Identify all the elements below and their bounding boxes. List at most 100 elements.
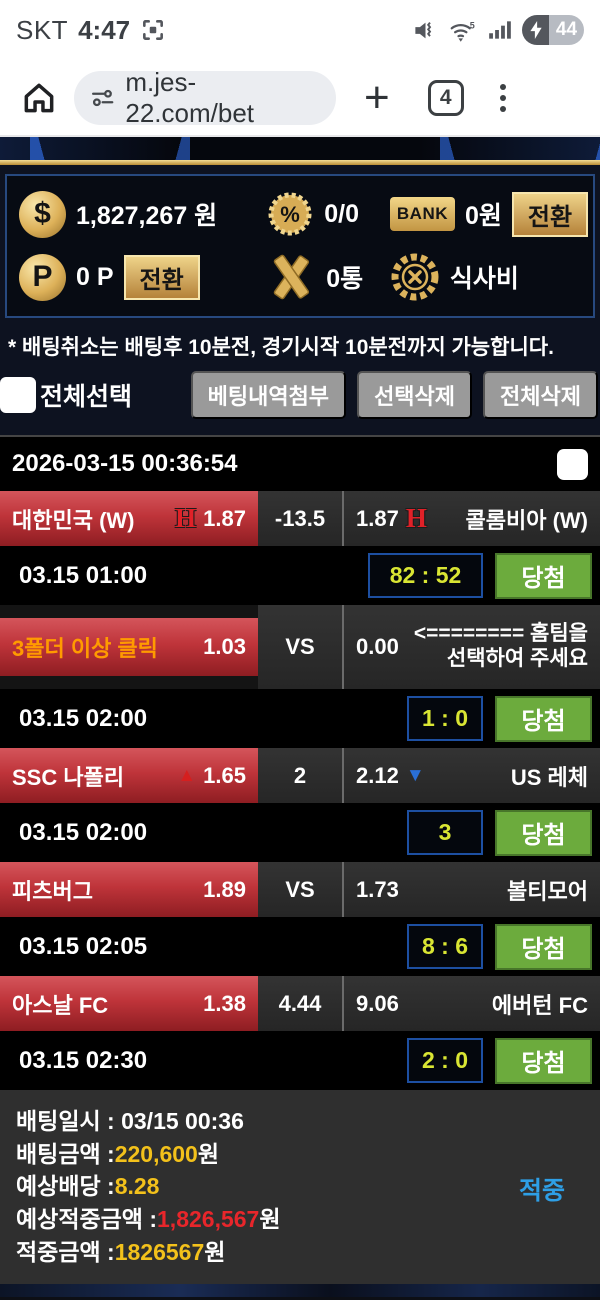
away-pick[interactable]: 2.12 ▼ US 레체	[342, 748, 600, 803]
mute-vibrate-icon	[415, 21, 432, 38]
handicap-value[interactable]: -13.5	[258, 491, 342, 546]
bet-time-line: 배팅일시 : 03/15 00:36	[16, 1108, 244, 1134]
screen-capture-icon	[143, 20, 164, 40]
slip-toolbar: 전체선택 베팅내역첨부 선택삭제 전체삭제	[0, 363, 600, 429]
draw-value[interactable]: 4.44	[258, 976, 342, 1031]
result-row: 03.15 02:00 3 당첨	[0, 803, 600, 862]
home-pick-selected[interactable]: 3폴더 이상 클릭 1.03	[0, 618, 258, 676]
result-row: 03.15 02:30 2 : 0 당첨	[0, 1031, 600, 1090]
attach-history-button[interactable]: 베팅내역첨부	[190, 371, 347, 419]
point-balance: P 0 P 전환	[19, 253, 266, 301]
wallet-panel: $ 1,827,267 원 % 0/0 BANK 0원 전환 P 0 P 전환 …	[5, 174, 595, 318]
match-time: 03.15 02:00	[19, 818, 148, 846]
battery-indicator: 44	[522, 15, 584, 45]
home-team: 피츠버그	[12, 878, 93, 904]
new-tab-button[interactable]: +	[364, 72, 390, 122]
win-badge-button[interactable]: 당첨	[495, 923, 592, 970]
slip-header: 2026-03-15 00:36:54	[0, 437, 600, 491]
result-row: 03.15 01:00 82 : 52 당첨	[0, 546, 600, 605]
match-row: 피츠버그 1.89 VS 1.73 볼티모어	[0, 862, 600, 917]
money-balance: $ 1,827,267 원	[19, 190, 266, 238]
home-team: 대한민국 (W)	[12, 507, 135, 533]
win-badge-button[interactable]: 당첨	[495, 695, 592, 742]
casino-chip-icon	[391, 253, 439, 301]
bank-amount: 0원	[465, 202, 502, 230]
draw-value[interactable]: VS	[258, 605, 342, 689]
match-row: 3폴더 이상 클릭 1.03 VS 0.00 <======== 홈팀을 선택하…	[0, 605, 600, 689]
select-all-control[interactable]: 전체선택	[0, 377, 132, 413]
dollar-coin-icon: $	[19, 190, 66, 238]
url-bar[interactable]: m.jes-22.com/bet	[74, 67, 336, 128]
expected-win-line: 예상적중금액 :1,826,567원	[16, 1205, 281, 1232]
wifi-icon: 5	[450, 20, 475, 42]
charging-bolt-icon	[522, 15, 549, 45]
match-time: 03.15 02:30	[19, 1046, 148, 1074]
home-pick-selected[interactable]: 피츠버그 1.89	[0, 862, 258, 917]
away-pick[interactable]: 1.73 볼티모어	[342, 862, 600, 917]
home-odds: 1.87	[203, 505, 246, 531]
point-convert-button[interactable]: 전환	[123, 254, 200, 300]
home-icon[interactable]	[20, 79, 58, 117]
select-all-label: 전체선택	[40, 383, 133, 411]
home-odds: 1.03	[203, 634, 246, 659]
tab-switcher-button[interactable]: 4	[427, 79, 464, 116]
away-pick[interactable]: 0.00 <======== 홈팀을 선택하여 주세요	[342, 605, 600, 689]
slip-checkbox[interactable]	[557, 448, 588, 480]
signal-icon	[489, 21, 511, 39]
win-amount-line: 적중금액 :1826567원	[16, 1238, 226, 1265]
battery-percent: 44	[549, 15, 584, 45]
bet-summary: 배팅일시 : 03/15 00:36 배팅금액 :220,600원 예상배당 :…	[0, 1090, 600, 1285]
gold-divider	[0, 160, 600, 165]
site-settings-icon	[92, 89, 114, 106]
away-odds: 0.00	[356, 634, 399, 659]
away-pick[interactable]: 1.87 H 콜롬비아 (W)	[342, 491, 600, 546]
carrier-label: SKT	[16, 14, 69, 45]
draw-value[interactable]: 2	[258, 748, 342, 803]
delete-all-button[interactable]: 전체삭제	[483, 371, 598, 419]
status-bar: SKT 4:47 5 44	[0, 0, 600, 60]
bank-convert-button[interactable]: 전환	[511, 191, 589, 237]
slip-datetime: 2026-03-15 00:36:54	[12, 450, 238, 477]
home-odds: 1.65	[203, 762, 246, 788]
away-odds: 2.12	[356, 762, 399, 788]
win-badge-button[interactable]: 당첨	[495, 552, 592, 599]
score-box: 2 : 0	[406, 1038, 483, 1083]
home-team: 아스날 FC	[12, 992, 109, 1018]
match-time: 03.15 02:00	[19, 704, 148, 732]
score-box: 82 : 52	[368, 553, 483, 598]
expected-win-value: 1,826,567	[157, 1205, 260, 1232]
home-odds: 1.38	[203, 990, 246, 1016]
select-all-checkbox[interactable]	[0, 377, 36, 413]
home-pick-selected[interactable]: 아스날 FC 1.38	[0, 976, 258, 1031]
result-row: 03.15 02:00 1 : 0 당첨	[0, 689, 600, 748]
match-row: 대한민국 (W) H 1.87 -13.5 1.87 H 콜롬비아 (W)	[0, 491, 600, 546]
draw-value[interactable]: VS	[258, 862, 342, 917]
win-badge-button[interactable]: 당첨	[495, 809, 592, 856]
home-team: 3폴더 이상 클릭	[12, 636, 158, 661]
home-odds: 1.89	[203, 876, 246, 902]
home-pick-selected[interactable]: SSC 나폴리 ▲ 1.65	[0, 748, 258, 803]
score-box: 8 : 6	[406, 924, 483, 969]
percent-seal-icon: %	[268, 192, 312, 236]
win-amount-value: 1826567	[114, 1238, 205, 1265]
svg-text:5: 5	[470, 20, 475, 30]
betting-slip: 2026-03-15 00:36:54 대한민국 (W) H 1.87 -13.…	[0, 435, 600, 1285]
win-badge-button[interactable]: 당첨	[495, 1037, 592, 1084]
odds-down-icon: ▼	[405, 764, 425, 786]
away-odds: 1.87	[356, 505, 399, 531]
bet-amount-value: 220,600	[114, 1140, 198, 1167]
rolling-value: 0/0	[324, 199, 360, 228]
away-team: 볼티모어	[507, 878, 588, 904]
browser-menu-button[interactable]	[499, 83, 506, 112]
delete-selected-button[interactable]: 선택삭제	[357, 371, 473, 419]
match-row: SSC 나폴리 ▲ 1.65 2 2.12 ▼ US 레체	[0, 748, 600, 803]
android-navigation-bar	[0, 1297, 600, 1300]
point-amount: 0 P	[76, 262, 114, 291]
home-pick-selected[interactable]: 대한민국 (W) H 1.87	[0, 491, 258, 546]
coupon-count: 0통	[266, 252, 390, 302]
away-odds: 1.73	[356, 876, 399, 902]
browser-toolbar: m.jes-22.com/bet + 4	[0, 60, 600, 137]
home-team: SSC 나폴리	[12, 764, 125, 790]
away-team: 콜롬비아 (W)	[465, 507, 589, 533]
away-pick[interactable]: 9.06 에버턴 FC	[342, 976, 600, 1031]
